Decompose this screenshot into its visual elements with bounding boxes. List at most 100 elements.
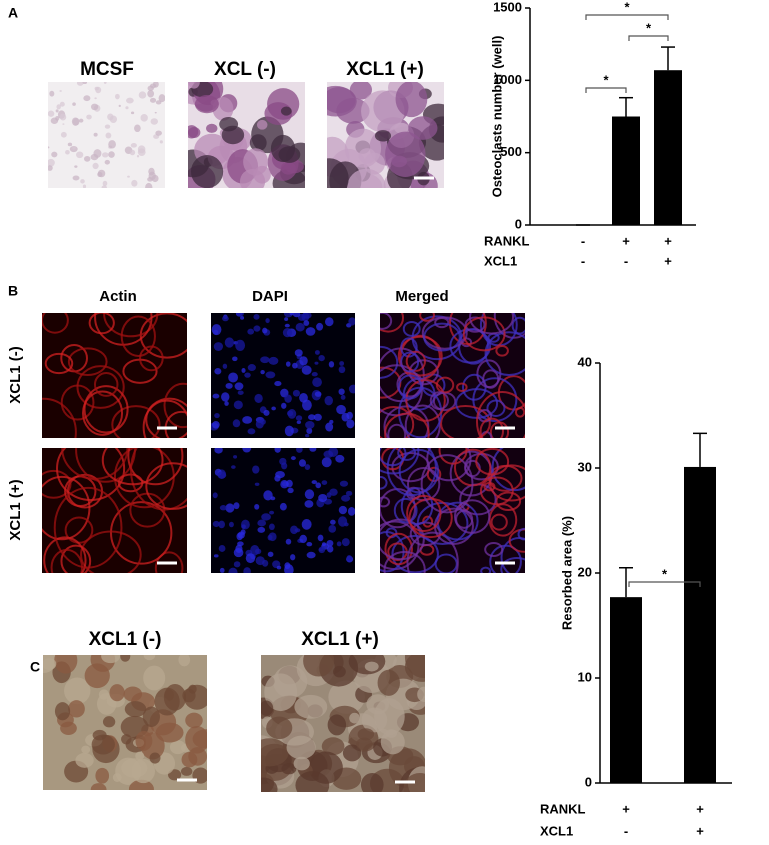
cell	[387, 423, 407, 438]
significance-mark: *	[646, 20, 652, 35]
cell	[266, 716, 293, 740]
cell	[242, 416, 253, 424]
condition-name: RANKL	[540, 801, 586, 816]
cell	[149, 752, 161, 764]
cell	[90, 103, 99, 111]
cell	[344, 522, 349, 527]
cell	[462, 316, 506, 352]
cell	[54, 702, 71, 721]
cell	[130, 111, 135, 115]
cell	[109, 684, 125, 702]
bar	[684, 466, 716, 783]
cell	[268, 523, 275, 531]
column-label: DAPI	[252, 288, 288, 305]
cell	[121, 734, 132, 745]
cell	[44, 352, 74, 375]
cell	[83, 385, 129, 434]
cell	[429, 391, 449, 411]
cell	[295, 415, 303, 421]
cell	[75, 752, 94, 768]
cell	[228, 567, 238, 573]
cell	[279, 502, 287, 511]
cell	[147, 177, 153, 182]
cell	[67, 347, 108, 376]
cell	[294, 528, 301, 533]
cell	[136, 155, 140, 158]
cell	[304, 489, 315, 500]
cell	[278, 146, 301, 163]
cell	[125, 106, 129, 110]
cell	[327, 158, 349, 188]
cell	[341, 412, 350, 422]
cell	[455, 509, 474, 529]
cell	[324, 395, 333, 406]
cell	[484, 331, 525, 377]
cell	[149, 83, 157, 89]
cell	[95, 767, 110, 784]
cell	[348, 317, 355, 326]
cell	[475, 448, 510, 476]
cell	[289, 313, 294, 316]
cell	[155, 130, 162, 136]
micrograph	[42, 313, 187, 438]
cell	[101, 448, 164, 486]
cell	[61, 448, 129, 480]
condition-value: -	[581, 253, 585, 268]
cell	[219, 505, 227, 511]
cell	[269, 510, 275, 515]
micrograph	[42, 448, 187, 573]
cell	[78, 118, 84, 123]
cell	[294, 349, 303, 357]
cell	[321, 542, 327, 547]
cell	[245, 553, 256, 564]
cell	[225, 382, 233, 389]
cell	[268, 356, 279, 365]
cell	[303, 655, 335, 677]
micrograph	[211, 448, 355, 573]
cell	[298, 459, 307, 467]
cell	[285, 361, 291, 367]
significance-bracket	[585, 87, 627, 93]
cell	[145, 397, 187, 438]
cell	[76, 365, 125, 409]
cell	[240, 316, 245, 320]
cell	[341, 494, 351, 502]
cell	[349, 712, 360, 724]
cell	[42, 475, 91, 541]
cell	[380, 313, 405, 333]
cell	[404, 655, 425, 679]
cell	[91, 734, 115, 755]
cell	[325, 422, 334, 432]
cell	[43, 536, 87, 573]
cell	[284, 394, 292, 403]
cell	[147, 90, 155, 98]
cell	[138, 91, 147, 99]
cell	[348, 384, 355, 394]
cell	[149, 97, 157, 103]
cell	[86, 114, 92, 120]
y-tick-label: 0	[515, 216, 522, 231]
cell	[286, 735, 316, 760]
cell	[154, 687, 180, 716]
cell	[178, 655, 191, 667]
cell	[241, 368, 246, 373]
cell	[290, 456, 296, 461]
cell	[318, 355, 325, 362]
cell	[82, 82, 88, 85]
cell	[102, 716, 116, 728]
cell	[328, 361, 335, 368]
cell	[72, 175, 80, 181]
micrograph	[380, 313, 525, 438]
cell	[261, 700, 274, 716]
cell	[233, 548, 244, 558]
micrograph-content	[327, 82, 444, 188]
cell	[145, 462, 187, 510]
cell	[261, 777, 278, 792]
cell	[206, 123, 218, 133]
cell	[384, 532, 413, 566]
cell	[304, 464, 311, 470]
cell	[380, 518, 425, 561]
cell	[188, 82, 200, 89]
cell	[134, 124, 141, 133]
cell	[400, 351, 420, 373]
